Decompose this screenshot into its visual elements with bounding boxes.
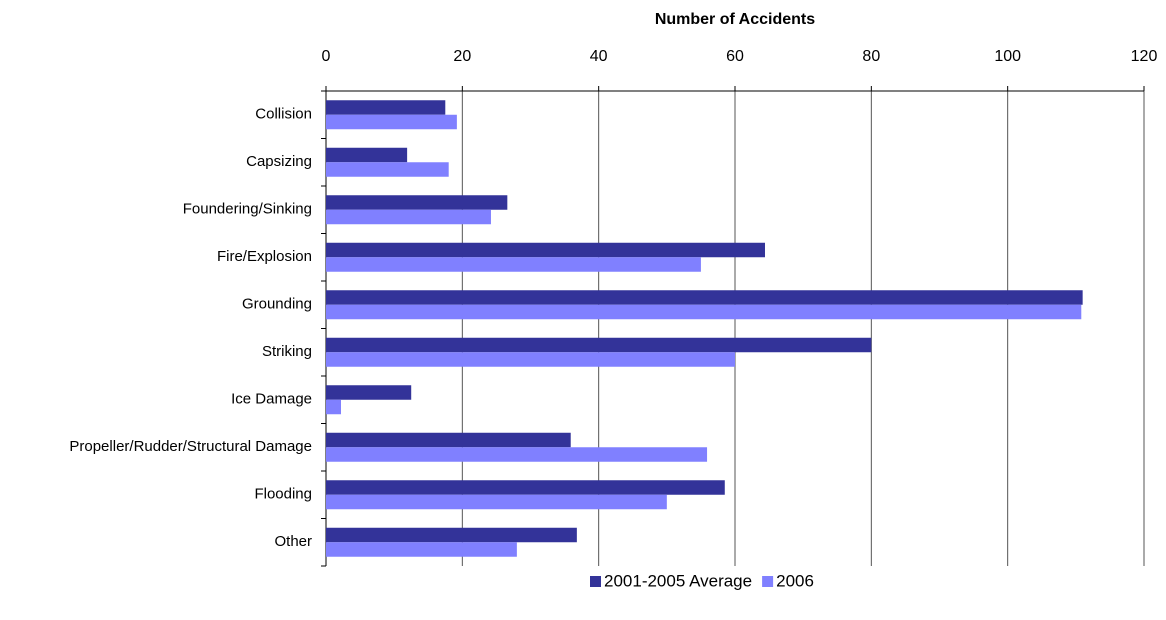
bar bbox=[326, 114, 457, 130]
bar bbox=[326, 257, 701, 272]
bar bbox=[326, 209, 491, 225]
y-tick-label: Striking bbox=[262, 343, 312, 360]
bar bbox=[326, 195, 508, 210]
legend-label: 2001-2005 Average bbox=[604, 571, 752, 590]
y-tick-label: Grounding bbox=[242, 296, 312, 313]
bar bbox=[326, 494, 667, 510]
bar bbox=[326, 447, 708, 462]
bar bbox=[326, 290, 1083, 305]
x-tick-label: 120 bbox=[1131, 48, 1158, 65]
x-tick-label: 40 bbox=[590, 48, 608, 65]
bar bbox=[326, 100, 446, 115]
bar bbox=[326, 337, 872, 353]
bar bbox=[326, 480, 725, 495]
bar bbox=[326, 242, 765, 258]
bar bbox=[326, 399, 341, 415]
legend-label: 2006 bbox=[776, 571, 814, 590]
bar bbox=[326, 352, 735, 367]
y-tick-label: Foundering/Sinking bbox=[183, 201, 312, 218]
chart-title: Number of Accidents bbox=[655, 11, 815, 28]
y-tick-label: Other bbox=[274, 533, 312, 550]
bar bbox=[326, 527, 577, 543]
y-tick-label: Ice Damage bbox=[231, 391, 312, 408]
bar bbox=[326, 385, 412, 400]
y-tick-label: Capsizing bbox=[246, 153, 312, 170]
bar bbox=[326, 162, 449, 177]
y-tick-label: Fire/Explosion bbox=[217, 248, 312, 265]
x-tick-label: 60 bbox=[726, 48, 744, 65]
bar bbox=[326, 432, 571, 448]
x-tick-label: 100 bbox=[994, 48, 1021, 65]
bar bbox=[326, 542, 517, 557]
y-tick-label: Collision bbox=[255, 106, 312, 123]
x-tick-label: 20 bbox=[453, 48, 471, 65]
y-tick-label: Propeller/Rudder/Structural Damage bbox=[69, 438, 312, 455]
bar bbox=[326, 304, 1082, 320]
x-tick-label: 80 bbox=[862, 48, 880, 65]
x-tick-label: 0 bbox=[322, 48, 331, 65]
bar bbox=[326, 147, 408, 163]
legend-swatch bbox=[762, 576, 774, 587]
y-tick-label: Flooding bbox=[254, 486, 312, 503]
legend-swatch bbox=[590, 576, 601, 587]
